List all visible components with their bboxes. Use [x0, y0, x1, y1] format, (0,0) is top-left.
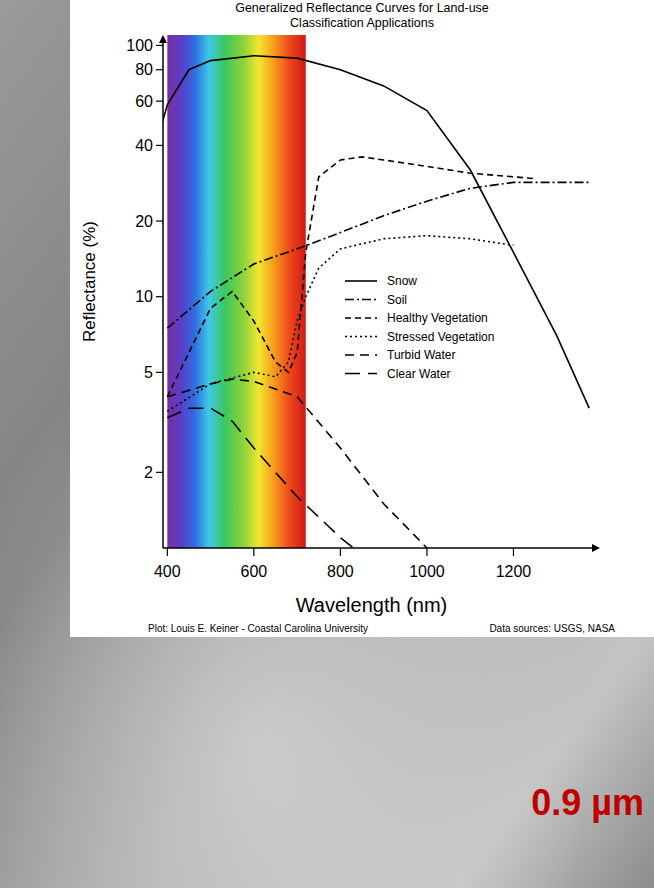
legend-label: Turbid Water — [387, 348, 455, 362]
legend-swatch — [345, 336, 377, 338]
y-tick — [156, 101, 163, 102]
visible-band — [167, 35, 305, 548]
legend-swatch — [345, 280, 377, 282]
legend-label: Snow — [387, 274, 417, 288]
y-tick-label: 100 — [126, 37, 153, 54]
y-tick — [156, 45, 163, 46]
legend-swatch — [345, 317, 377, 319]
y-tick — [156, 220, 163, 221]
x-axis — [163, 547, 594, 549]
y-tick — [156, 296, 163, 297]
x-axis-arrow — [592, 544, 600, 552]
y-tick-label: 5 — [144, 364, 153, 381]
y-tick-label: 40 — [135, 137, 153, 154]
y-tick-label: 20 — [135, 213, 153, 230]
x-tick-label: 1000 — [409, 563, 445, 580]
series-line — [167, 157, 535, 397]
legend-swatch — [345, 299, 377, 301]
series-line — [167, 182, 591, 328]
y-axis-title: Reflectance (%) — [80, 221, 99, 342]
legend-swatch — [345, 354, 377, 356]
data-source: Data sources: USGS, NASA — [489, 623, 615, 634]
chart-root: 2 5 10 20 40 60 80 100 400 600 800 1000 1200 Waveleng… — [0, 0, 654, 888]
y-tick-label: 10 — [135, 288, 153, 305]
x-tick-label: 1200 — [496, 563, 532, 580]
series-line — [167, 236, 513, 412]
credit: Plot: Louis E. Keiner - Coastal Carolina… — [148, 623, 368, 634]
x-axis-title: Wavelength (nm) — [296, 594, 448, 616]
x-tick — [426, 548, 427, 556]
background-glow — [0, 0, 654, 888]
background — [0, 0, 654, 888]
y-axis-arrow — [159, 35, 167, 43]
legend-label: Clear Water — [387, 367, 451, 381]
axes: 2 5 10 20 40 60 80 100 400 600 800 1000 1200 — [126, 35, 600, 580]
x-tick-label: 600 — [241, 563, 268, 580]
plot-area — [163, 35, 591, 548]
y-tick-label: 2 — [144, 464, 153, 481]
title-line: Classification Applications — [290, 16, 434, 30]
panel — [70, 0, 654, 637]
x-tick-label: 800 — [327, 563, 354, 580]
y-tick-label: 80 — [135, 61, 153, 78]
series-line — [167, 379, 427, 548]
legend: Snow Soil Healthy Vegetation Stressed Veget… — [345, 274, 494, 381]
y-tick — [156, 145, 163, 146]
title-group: Generalized Reflectance Curves for Land-… — [235, 1, 489, 30]
legend-swatch — [345, 373, 377, 375]
legend-label: Healthy Vegetation — [387, 311, 488, 325]
legend-label: Stressed Vegetation — [387, 330, 494, 344]
legend-label: Soil — [387, 293, 407, 307]
series-line — [163, 56, 589, 409]
title: Generalized Reflectance Curves for Land-… — [235, 1, 489, 30]
y-tick — [156, 372, 163, 373]
x-tick-label: 400 — [154, 563, 181, 580]
annotation: 0.9 µm — [531, 782, 644, 823]
title-line: Generalized Reflectance Curves for Land-… — [235, 1, 489, 15]
x-tick — [167, 548, 168, 556]
x-tick — [513, 548, 514, 556]
x-tick — [253, 548, 254, 556]
y-tick — [156, 472, 163, 473]
x-tick — [340, 548, 341, 556]
y-tick — [156, 69, 163, 70]
y-tick-label: 60 — [135, 93, 153, 110]
series-line — [167, 408, 353, 548]
